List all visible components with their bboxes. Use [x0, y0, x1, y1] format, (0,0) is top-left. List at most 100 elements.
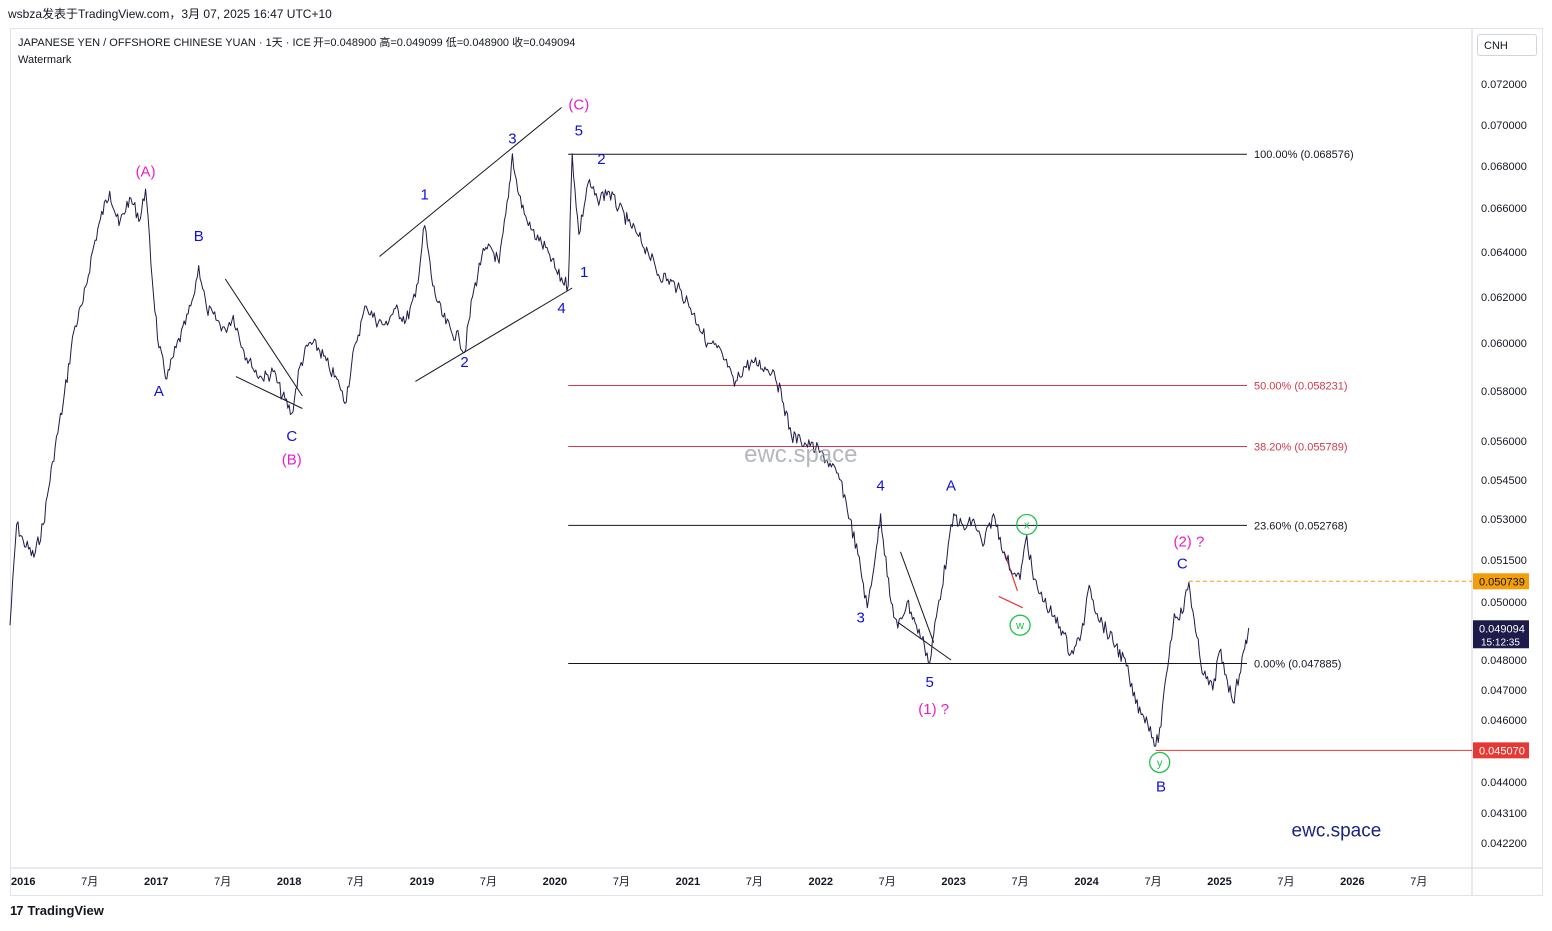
y-tick-label: 0.060000 [1481, 338, 1527, 350]
wave-label: 4 [876, 477, 884, 494]
watermark-label: Watermark [18, 54, 72, 66]
x-tick-label: 2019 [410, 876, 434, 888]
x-tick-label: 7月 [613, 876, 630, 888]
fib-level-label: 100.00% (0.068576) [1254, 149, 1354, 161]
wave-labels: ewc.spaceewc.space(A)BAC(B)1234(C)521435… [136, 96, 1382, 841]
y-tick-label: 0.047000 [1481, 685, 1527, 697]
trendline[interactable] [415, 287, 573, 382]
wave-label: B [1156, 778, 1166, 795]
y-tick-label: 0.064000 [1481, 247, 1527, 259]
x-tick-label: 7月 [879, 876, 896, 888]
trendline[interactable] [900, 551, 935, 643]
x-tick-label: 7月 [746, 876, 763, 888]
y-tick-label: 0.062000 [1481, 292, 1527, 304]
y-tick-label: 0.054500 [1481, 475, 1527, 487]
axes: 0.072000 0.070000 0.068000 0.066000 0.064000… [10, 29, 1542, 895]
fib-level-label: 50.00% (0.058231) [1254, 380, 1348, 392]
wave-circle-marker [1016, 513, 1038, 536]
x-tick-label: 2026 [1340, 876, 1364, 888]
current-price-badge [1473, 620, 1529, 649]
y-tick-label: 0.048000 [1481, 655, 1527, 667]
wave-label: (2) ? [1173, 533, 1204, 550]
y-tick-label: 0.050000 [1481, 597, 1527, 609]
y-tick-label: 0.072000 [1481, 79, 1527, 91]
x-tick-label: 7月 [1144, 876, 1161, 888]
x-tick-label: 2018 [277, 876, 301, 888]
y-tick-label: 0.053000 [1481, 514, 1527, 526]
x-tick-label: 2017 [144, 876, 168, 888]
level-badge-label: 0.045070 [1479, 745, 1525, 757]
wave-label: (C) [568, 96, 589, 113]
y-tick-label: 0.051500 [1481, 555, 1527, 567]
y-tick-label: 0.070000 [1481, 120, 1527, 132]
y-tick-label: 0.046000 [1481, 715, 1527, 727]
fib-level-label: 38.20% (0.055789) [1254, 441, 1348, 453]
wave-label: 4 [557, 300, 565, 317]
ewc-watermark: ewc.space [744, 441, 857, 468]
ewc-corner-watermark: ewc.space [1292, 820, 1382, 841]
price-series [9, 153, 1250, 747]
wave-label: 5 [575, 122, 583, 139]
x-tick-label: 2022 [809, 876, 833, 888]
tradingview-logo-icon: 17 [10, 903, 24, 918]
symbol-label: JAPANESE YEN / OFFSHORE CHINESE YUAN · 1… [18, 37, 311, 49]
wave-circle-label: y [1157, 757, 1163, 769]
level-badge [1473, 742, 1529, 759]
x-tick-label: 7月 [214, 876, 231, 888]
countdown-label: 15:12:35 [1481, 637, 1520, 648]
price-line [9, 153, 1250, 747]
trendline[interactable] [224, 278, 303, 397]
wave-label: 2 [460, 354, 468, 371]
chart-frame [10, 28, 1543, 896]
x-tick-label: 7月 [347, 876, 364, 888]
x-tick-label: 2020 [543, 876, 567, 888]
x-tick-label: 7月 [1277, 876, 1294, 888]
wave-label: C [1177, 555, 1188, 572]
wave-label: 3 [508, 130, 516, 147]
wave-circle-marker [1149, 751, 1171, 774]
footer: 17 TradingView [10, 903, 104, 918]
x-tick-label: 2024 [1074, 876, 1099, 888]
x-tick-label: 7月 [81, 876, 98, 888]
x-tick-label: 7月 [1410, 876, 1427, 888]
publish-line: wsbza发表于TradingView.com，3月 07, 2025 16:4… [8, 7, 332, 21]
fib-level-label: 23.60% (0.052768) [1254, 520, 1348, 532]
wave-circle-label: w [1015, 620, 1024, 632]
trendline[interactable] [897, 621, 952, 661]
wave-label: 2 [597, 151, 605, 168]
wave-label: (1) ? [918, 701, 949, 718]
level-badge-label: 0.050739 [1479, 576, 1525, 588]
trendline[interactable] [235, 376, 303, 409]
y-tick-label: 0.058000 [1481, 386, 1527, 398]
fib-level-label: 0.00% (0.047885) [1254, 658, 1341, 670]
x-tick-label: 2025 [1207, 876, 1231, 888]
y-tick-label: 0.043100 [1481, 808, 1527, 820]
symbol-header: JAPANESE YEN / OFFSHORE CHINESE YUAN · 1… [18, 35, 575, 66]
brand-label: TradingView [27, 903, 104, 918]
trendline[interactable] [379, 107, 562, 257]
wave-circle-marker [1009, 614, 1031, 636]
currency-badge[interactable]: CNH [1477, 34, 1537, 56]
x-tick-label: 2023 [941, 876, 965, 888]
wave-label: 3 [856, 609, 864, 626]
ohlc-readout: 开=0.048900 高=0.049099 低=0.048900 收=0.049… [313, 35, 575, 49]
fib-retracement[interactable]: 100.00% (0.068576) 50.00% (0.058231) 38.20… [568, 149, 1472, 751]
red-trendline[interactable] [998, 595, 1024, 609]
wave-label: A [946, 477, 956, 494]
wave-label: 1 [580, 264, 588, 281]
y-tick-label: 0.068000 [1481, 161, 1527, 173]
y-tick-label: 0.066000 [1481, 203, 1527, 215]
level-badge [1473, 573, 1529, 590]
y-tick-label: 0.044000 [1481, 777, 1527, 789]
x-tick-label: 7月 [1012, 876, 1029, 888]
x-tick-label: 2021 [676, 876, 700, 888]
wave-label: 1 [421, 187, 429, 204]
y-tick-label: 0.056000 [1481, 436, 1527, 448]
trendlines[interactable] [224, 107, 1024, 661]
y-tick-label: 0.042200 [1481, 838, 1527, 850]
x-tick-label: 7月 [480, 876, 497, 888]
wave-circle-label: x [1024, 519, 1030, 531]
wave-label: C [286, 428, 297, 445]
wave-label: A [154, 383, 164, 400]
